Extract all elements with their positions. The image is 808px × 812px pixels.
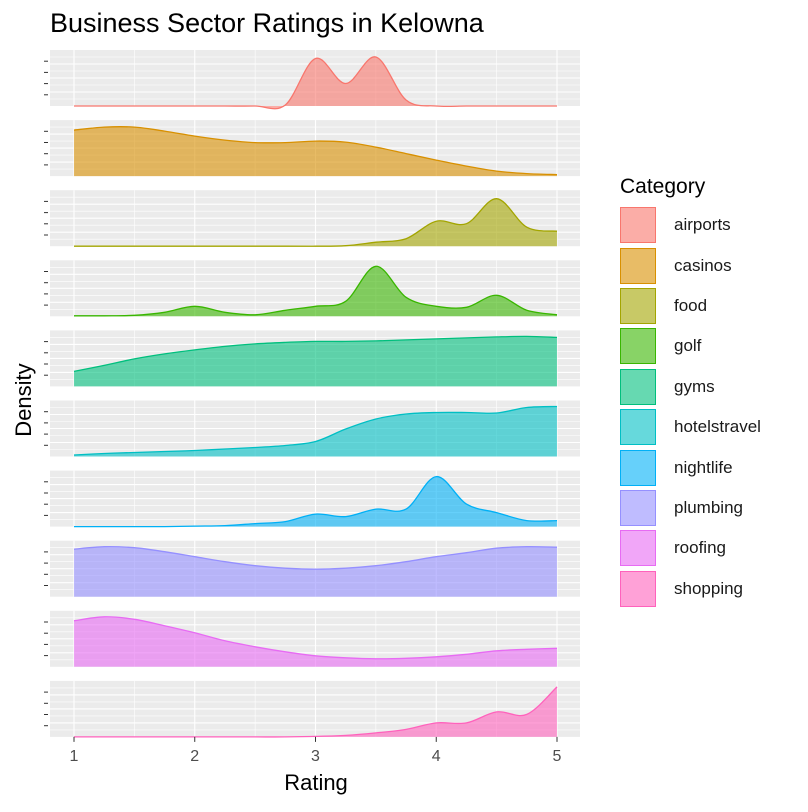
legend-item-casinos: casinos [620,245,761,285]
density-area-food [74,198,557,247]
legend-item-plumbing: plumbing [620,488,761,528]
legend-key-hotelstravel [620,409,656,446]
x-tick-label: 1 [70,748,79,765]
x-tick-label: 5 [553,748,562,765]
density-line-casinos [73,126,558,176]
legend-items: airports casinos food golf gyms hotelstravel n… [620,205,761,609]
density-line-golf [73,265,558,317]
panel-shopping [44,680,580,738]
legend-label-roofing: roofing [674,538,726,558]
x-tick-label: 4 [432,748,441,765]
legend-label-airports: airports [674,215,731,235]
legend-item-hotelstravel: hotelstravel [620,407,761,447]
legend-key-nightlife [620,449,656,486]
legend-label-casinos: casinos [674,255,732,275]
density-area-roofing [74,616,557,667]
legend-item-shopping: shopping [620,569,761,609]
density-area-hotelstravel [74,406,557,457]
density-area-casinos [74,126,557,177]
legend-item-roofing: roofing [620,528,761,568]
density-area-gyms [74,336,557,387]
x-axis-label: Rating [284,770,348,795]
legend-label-food: food [674,295,708,315]
panel-food [44,190,580,247]
legend-key-roofing [620,530,656,567]
x-tick-label: 2 [190,748,199,765]
density-area-golf [74,266,557,317]
legend-label-plumbing: plumbing [674,497,743,517]
panel-airports [44,50,580,110]
density-line-plumbing [73,545,558,570]
density-area-plumbing [74,546,557,597]
legend-key-airports [620,207,656,244]
legend-key-gyms [620,368,656,405]
legend-item-gyms: gyms [620,367,761,407]
legend-label-shopping: shopping [674,578,744,598]
legend-item-nightlife: nightlife [620,447,761,487]
density-line-gyms [73,335,558,373]
legend-key-golf [620,328,656,365]
panel-roofing [44,610,580,667]
panel-hotelstravel [44,400,580,457]
panel-golf [44,260,580,317]
legend-item-golf: golf [620,326,761,366]
y-axis-label: Density [11,363,36,437]
density-line-roofing [73,616,558,660]
chart-title: Business Sector Ratings in Kelowna [50,8,484,38]
legend-label-gyms: gyms [674,376,715,396]
legend-key-shopping [620,570,656,607]
legend-label-hotelstravel: hotelstravel [674,417,761,437]
density-line-nightlife [73,475,558,528]
legend-item-food: food [620,286,761,326]
legend-label-golf: golf [674,336,702,356]
density-line-hotelstravel [73,405,558,456]
panel-nightlife [44,470,580,528]
density-line-shopping [74,686,558,738]
legend-key-plumbing [620,489,656,526]
legend-item-airports: airports [620,205,761,245]
density-line-airports [74,56,557,110]
panel-plumbing [44,540,580,597]
density-line-food [74,198,558,247]
density-area-airports [74,56,557,109]
x-tick-label: 3 [311,748,320,765]
density-area-shopping [74,686,557,737]
legend-label-nightlife: nightlife [674,457,733,477]
density-area-nightlife [74,476,557,527]
legend: Category airports casinos food golf gyms hote… [620,175,761,609]
panel-gyms [44,330,580,387]
legend-key-food [620,287,656,324]
legend-key-casinos [620,247,656,284]
panel-casinos [44,120,580,177]
legend-title: Category [620,175,706,198]
